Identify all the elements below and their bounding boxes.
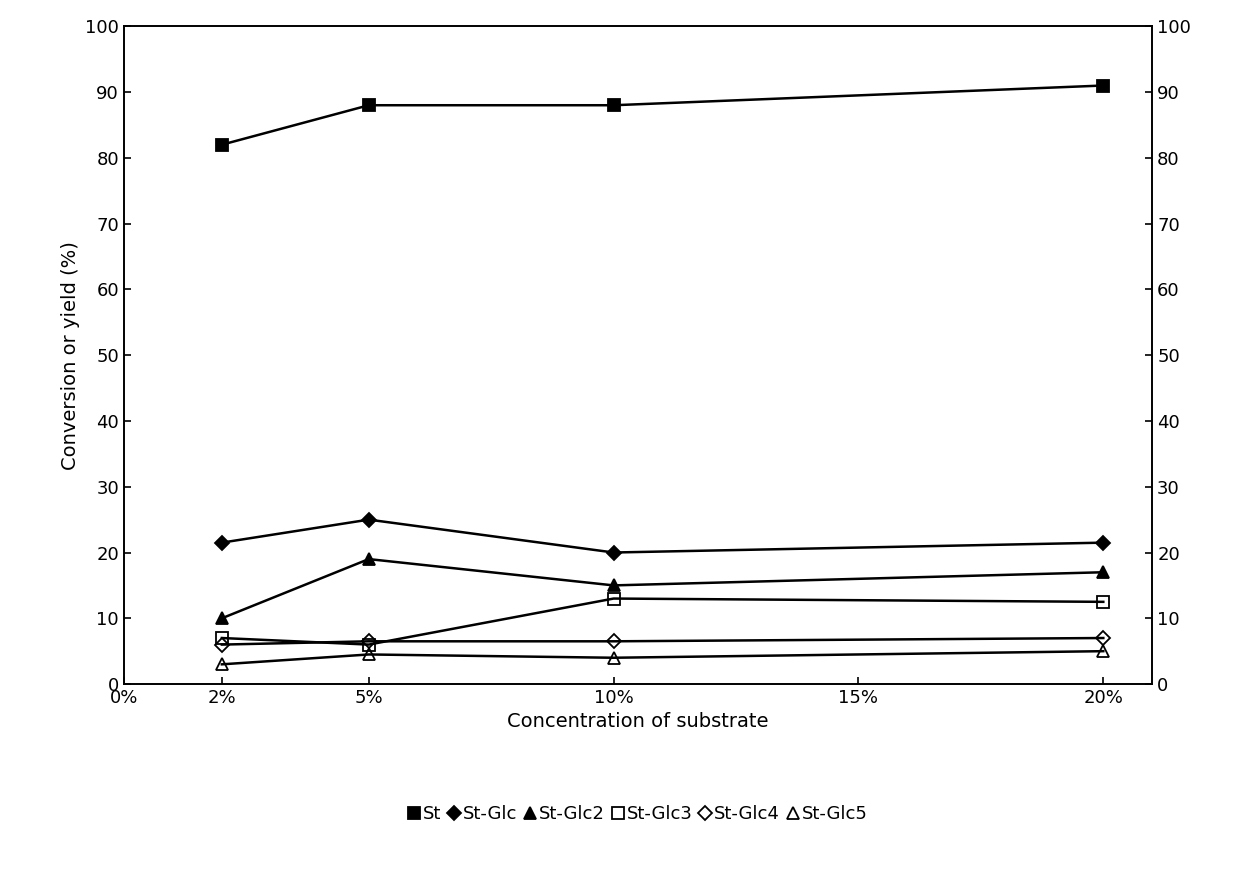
X-axis label: Concentration of substrate: Concentration of substrate — [507, 712, 769, 731]
Legend: St, St-Glc, St-Glc2, St-Glc3, St-Glc4, St-Glc5: St, St-Glc, St-Glc2, St-Glc3, St-Glc4, S… — [409, 805, 867, 823]
Y-axis label: Conversion or yield (%): Conversion or yield (%) — [61, 241, 79, 469]
